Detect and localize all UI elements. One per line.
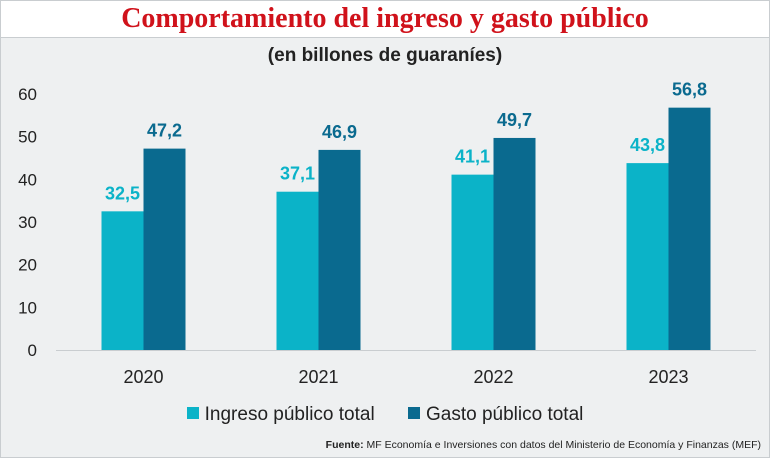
legend: Ingreso público total Gasto público tota… bbox=[1, 404, 769, 426]
data-label-gasto-2020: 47,2 bbox=[147, 121, 182, 141]
bar-gasto-2022 bbox=[493, 137, 536, 350]
source-text: MF Economía e Inversiones con datos del … bbox=[366, 439, 762, 451]
bar-ingreso-2022 bbox=[451, 174, 494, 350]
data-label-ingreso-2022: 41,1 bbox=[455, 147, 490, 167]
data-label-ingreso-2023: 43,8 bbox=[630, 135, 665, 155]
legend-item-ingreso: Ingreso público total bbox=[186, 404, 375, 426]
bar-gasto-2021 bbox=[318, 149, 361, 350]
legend-label-ingreso: Ingreso público total bbox=[204, 404, 375, 425]
data-label-gasto-2021: 46,9 bbox=[322, 122, 357, 142]
bar-gasto-2020 bbox=[143, 148, 186, 350]
bar-gasto-2023 bbox=[668, 107, 711, 350]
x-tick-label-2022: 2022 bbox=[473, 367, 513, 387]
y-tick-label-50: 50 bbox=[18, 128, 37, 147]
y-tick-label-10: 10 bbox=[18, 298, 37, 317]
y-tick-label-0: 0 bbox=[28, 341, 37, 360]
legend-label-gasto: Gasto público total bbox=[425, 404, 584, 425]
y-tick-label-20: 20 bbox=[18, 256, 37, 275]
data-label-ingreso-2021: 37,1 bbox=[280, 164, 315, 184]
x-tick-label-2020: 2020 bbox=[123, 367, 163, 387]
source-note: Fuente: MF Economía e Inversiones con da… bbox=[326, 439, 761, 451]
x-tick-label-2021: 2021 bbox=[298, 367, 338, 387]
y-tick-label-40: 40 bbox=[18, 170, 37, 189]
x-tick-label-2023: 2023 bbox=[648, 367, 688, 387]
chart-subtitle: (en billones de guaraníes) bbox=[267, 45, 503, 66]
chart-title: Comportamiento del ingreso y gasto públi… bbox=[121, 3, 649, 34]
legend-item-gasto: Gasto público total bbox=[407, 404, 584, 426]
bar-ingreso-2021 bbox=[276, 191, 319, 350]
y-tick-label-60: 60 bbox=[18, 85, 37, 104]
bar-chart: 0 10 20 30 40 50 60 32,5 47,2 2020 37,1 46,9 2021 41,… bbox=[18, 80, 756, 387]
legend-swatch-gasto bbox=[407, 407, 420, 419]
y-tick-label-30: 30 bbox=[18, 213, 37, 232]
data-label-ingreso-2020: 32,5 bbox=[105, 183, 140, 203]
bar-ingreso-2023 bbox=[626, 163, 669, 350]
bar-ingreso-2020 bbox=[101, 211, 144, 350]
title-bar: Comportamiento del ingreso y gasto públi… bbox=[1, 1, 769, 38]
legend-swatch-ingreso bbox=[186, 407, 199, 419]
data-label-gasto-2023: 56,8 bbox=[672, 80, 707, 100]
data-label-gasto-2022: 49,7 bbox=[497, 110, 532, 130]
source-label: Fuente: bbox=[325, 439, 364, 451]
